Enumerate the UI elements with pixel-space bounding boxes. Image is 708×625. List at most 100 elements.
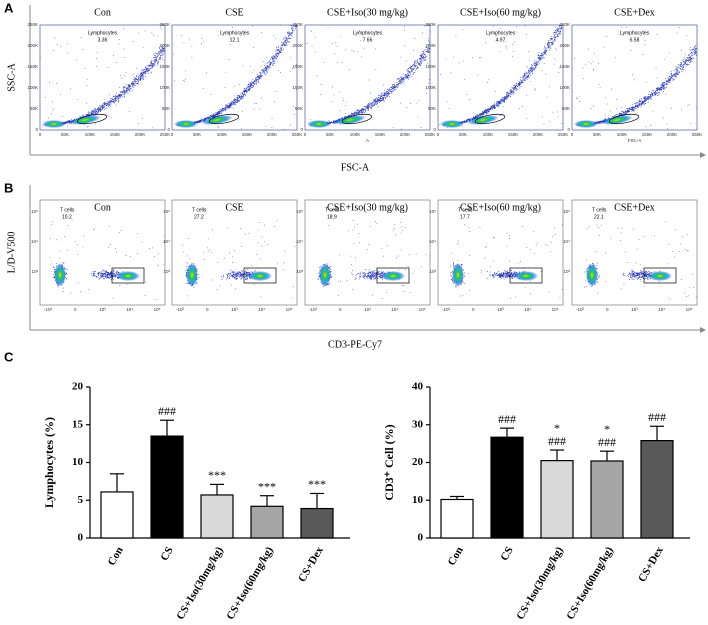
event-dot bbox=[424, 59, 425, 60]
event-dot bbox=[681, 109, 682, 110]
event-dot bbox=[420, 65, 421, 66]
event-dot bbox=[393, 86, 394, 87]
event-dot bbox=[261, 66, 262, 67]
event-dot bbox=[248, 86, 249, 87]
event-dot bbox=[656, 90, 657, 91]
event-dot bbox=[694, 54, 695, 55]
event-dot bbox=[111, 101, 112, 102]
event-dot bbox=[107, 103, 108, 104]
event-dot bbox=[226, 72, 227, 73]
event-dot bbox=[94, 109, 95, 110]
event-dot bbox=[92, 110, 93, 111]
event-dot bbox=[633, 109, 634, 110]
event-dot bbox=[123, 91, 124, 92]
event-dot bbox=[373, 99, 374, 100]
event-dot bbox=[321, 84, 322, 85]
event-dot bbox=[653, 90, 654, 91]
event-dot bbox=[120, 91, 121, 92]
event-dot bbox=[246, 90, 247, 91]
event-dot bbox=[134, 79, 135, 80]
event-dot bbox=[129, 88, 130, 89]
event-dot bbox=[410, 67, 411, 68]
event-dot bbox=[681, 50, 682, 51]
event-dot bbox=[408, 68, 409, 69]
event-dot bbox=[675, 77, 676, 78]
event-dot bbox=[384, 96, 385, 97]
event-dot bbox=[93, 113, 94, 114]
event-dot bbox=[108, 117, 109, 118]
event-dot bbox=[124, 57, 125, 58]
event-dot bbox=[312, 46, 313, 47]
event-dot bbox=[116, 96, 117, 97]
event-dot bbox=[400, 79, 401, 80]
event-dot bbox=[231, 102, 232, 103]
event-dot bbox=[368, 108, 369, 109]
event-dot bbox=[679, 27, 680, 28]
event-dot bbox=[414, 66, 415, 67]
event-dot bbox=[414, 64, 415, 65]
y-tick-label: 100K bbox=[159, 85, 170, 90]
event-dot bbox=[555, 39, 556, 40]
event-dot bbox=[241, 128, 242, 129]
event-dot bbox=[392, 85, 393, 86]
event-dot bbox=[145, 73, 146, 74]
event-dot bbox=[217, 127, 218, 128]
event-dot bbox=[262, 72, 263, 73]
event-dot bbox=[277, 50, 278, 51]
event-dot bbox=[234, 98, 235, 99]
event-dot bbox=[537, 62, 538, 63]
event-dot bbox=[689, 104, 690, 105]
event-dot bbox=[682, 65, 683, 66]
event-dot bbox=[425, 49, 426, 50]
event-dot bbox=[646, 82, 647, 83]
event-dot bbox=[138, 76, 139, 77]
event-dot bbox=[266, 66, 267, 67]
event-dot bbox=[115, 95, 116, 96]
event-dot bbox=[532, 67, 533, 68]
event-dot bbox=[418, 64, 419, 65]
event-dot bbox=[664, 82, 665, 83]
event-dot bbox=[250, 86, 251, 87]
event-dot bbox=[124, 93, 125, 94]
event-dot bbox=[401, 129, 402, 130]
event-dot bbox=[635, 108, 636, 109]
event-dot bbox=[422, 55, 423, 56]
event-dot bbox=[234, 102, 235, 103]
event-dot bbox=[124, 93, 125, 94]
event-dot bbox=[406, 75, 407, 76]
event-dot bbox=[263, 71, 264, 72]
event-dot bbox=[649, 98, 650, 99]
event-dot bbox=[386, 91, 387, 92]
event-dot bbox=[226, 104, 227, 105]
event-dot bbox=[677, 74, 678, 75]
event-dot bbox=[52, 102, 53, 103]
event-dot bbox=[368, 103, 369, 104]
event-dot bbox=[414, 63, 415, 64]
event-dot bbox=[696, 55, 697, 56]
event-dot bbox=[334, 54, 335, 55]
event-dot bbox=[391, 91, 392, 92]
event-dot bbox=[133, 74, 134, 75]
event-dot bbox=[264, 69, 265, 70]
event-dot bbox=[140, 77, 141, 78]
event-dot bbox=[423, 61, 424, 62]
event-dot bbox=[678, 74, 679, 75]
event-dot bbox=[241, 97, 242, 98]
event-dot bbox=[370, 105, 371, 106]
event-dot bbox=[388, 94, 389, 95]
event-dot bbox=[695, 51, 696, 52]
event-dot bbox=[276, 55, 277, 56]
event-dot bbox=[419, 63, 420, 64]
event-dot bbox=[407, 69, 408, 70]
event-dot bbox=[686, 66, 687, 67]
event-dot bbox=[237, 95, 238, 96]
event-dot bbox=[408, 74, 409, 75]
event-dot bbox=[116, 98, 117, 99]
event-dot bbox=[276, 54, 277, 55]
event-dot bbox=[500, 28, 501, 29]
event-dot bbox=[472, 58, 473, 59]
event-dot bbox=[155, 60, 156, 61]
event-dot bbox=[138, 33, 139, 34]
event-dot bbox=[396, 85, 397, 86]
event-dot bbox=[411, 68, 412, 69]
